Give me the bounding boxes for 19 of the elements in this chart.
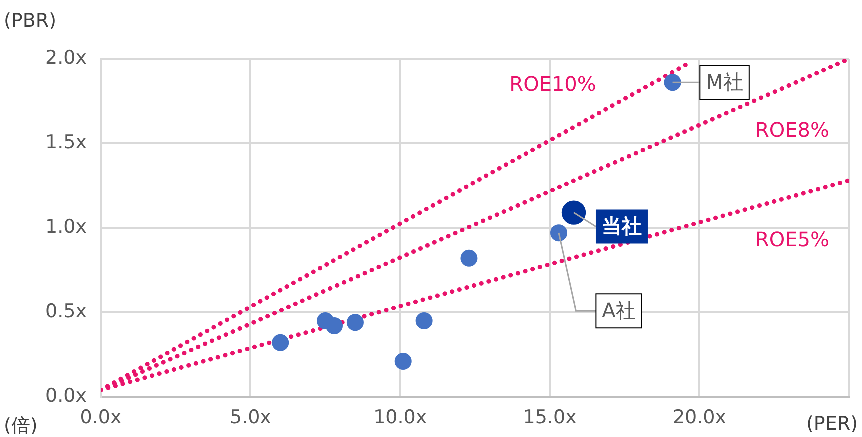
- x-tick-label: 0.0x: [80, 406, 122, 428]
- series-label: ROE5%: [756, 228, 830, 252]
- y-tick-label: 1.5x: [46, 131, 87, 154]
- x-axis-title: (PER): [806, 412, 858, 435]
- series-label: ROE8%: [756, 118, 830, 142]
- x-tick-label: 15.0x: [523, 406, 577, 428]
- data-label: M社: [706, 70, 744, 94]
- y-tick-label: 0.5x: [46, 300, 87, 322]
- x-tick-label: 5.0x: [230, 406, 272, 428]
- data-label: 当社: [602, 214, 642, 238]
- x-tick-label: 10.0x: [374, 406, 428, 428]
- x-tick-label: 20.0x: [672, 406, 726, 428]
- series-label: ROE10%: [510, 72, 596, 96]
- data-label: A社: [602, 298, 636, 322]
- text: (倍): [4, 414, 38, 437]
- y-tick-label: 0.0x: [46, 384, 87, 407]
- y-tick-label: 1.0x: [46, 216, 87, 238]
- y-tick-label: 2.0x: [46, 46, 87, 69]
- y-axis-title: (PBR): [4, 10, 57, 32]
